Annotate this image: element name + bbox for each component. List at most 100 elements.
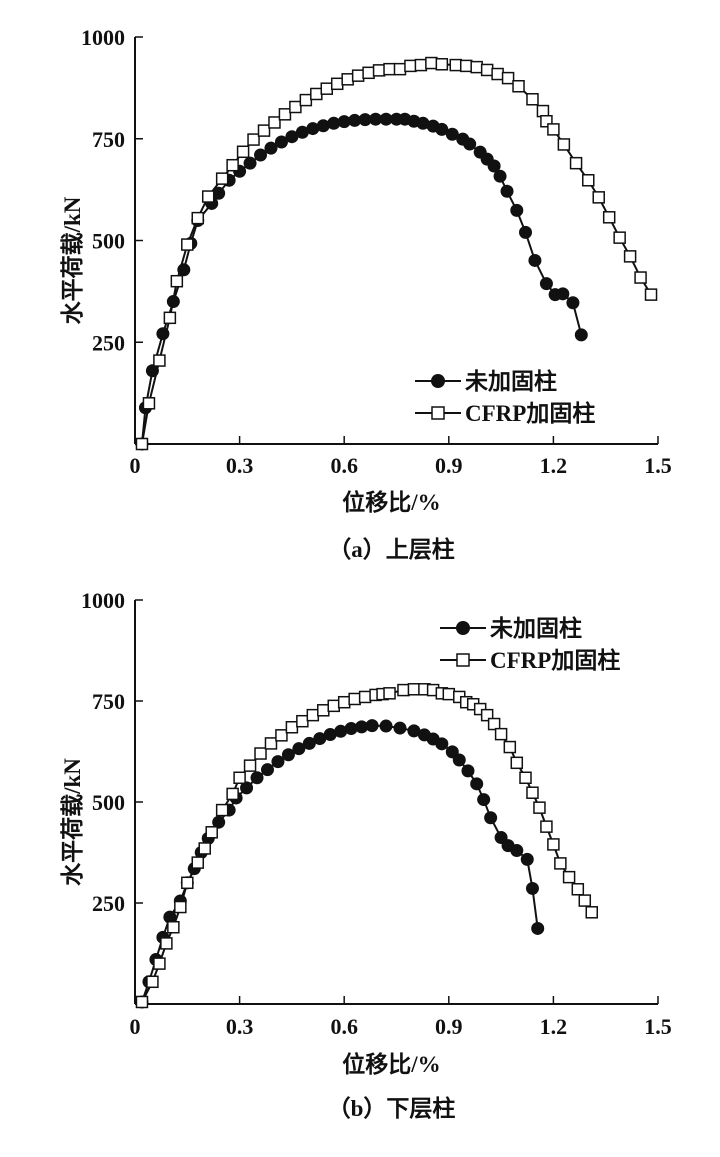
data-point bbox=[623, 250, 637, 263]
data-point bbox=[554, 857, 567, 870]
data-point bbox=[445, 127, 459, 141]
data-point bbox=[243, 759, 257, 772]
data-point bbox=[355, 720, 369, 734]
x-tick-label: 0.6 bbox=[330, 453, 358, 478]
figure-caption: （b）下层柱 bbox=[328, 1095, 456, 1121]
data-point bbox=[181, 876, 194, 890]
data-point bbox=[393, 721, 407, 735]
data-point bbox=[285, 130, 299, 144]
data-point bbox=[254, 747, 267, 760]
data-point bbox=[540, 114, 553, 128]
data-point bbox=[416, 116, 430, 130]
data-point bbox=[191, 211, 205, 225]
legend-marker bbox=[456, 653, 470, 667]
data-point bbox=[480, 63, 494, 77]
data-point bbox=[566, 296, 580, 310]
data-point bbox=[404, 59, 417, 73]
data-point bbox=[491, 67, 504, 81]
data-point bbox=[510, 843, 524, 857]
data-point bbox=[562, 870, 576, 884]
x-tick-label: 1.2 bbox=[540, 453, 568, 478]
data-point bbox=[170, 274, 184, 288]
data-point bbox=[459, 59, 473, 73]
x-tick-label: 0 bbox=[130, 453, 141, 478]
subplot-b: 0 0.3 0.6 0.9 1.2 1.5 250 500 750 1000 位移比/% 水平荷载/k… bbox=[60, 588, 672, 1121]
x-tick-label: 0 bbox=[130, 1014, 141, 1039]
data-point bbox=[233, 771, 246, 785]
y-tick-label: 500 bbox=[92, 229, 125, 254]
data-point bbox=[310, 87, 323, 101]
data-point bbox=[295, 125, 309, 139]
data-point bbox=[201, 190, 215, 203]
x-tick-label: 0.3 bbox=[226, 453, 254, 478]
data-point bbox=[320, 82, 334, 95]
data-point bbox=[215, 172, 229, 185]
data-point bbox=[362, 66, 375, 80]
data-point bbox=[296, 714, 309, 728]
data-point bbox=[163, 311, 177, 325]
data-point bbox=[254, 148, 268, 162]
data-point bbox=[247, 133, 260, 146]
data-point bbox=[358, 690, 372, 704]
data-point bbox=[274, 135, 288, 149]
data-point bbox=[585, 906, 599, 919]
data-point bbox=[531, 921, 545, 935]
data-point bbox=[153, 957, 166, 970]
data-point bbox=[205, 826, 218, 839]
data-point bbox=[191, 856, 205, 869]
x-tick-label: 1.5 bbox=[644, 453, 672, 478]
x-tick-label: 0.9 bbox=[435, 1014, 463, 1039]
data-point bbox=[501, 71, 515, 85]
data-point bbox=[602, 211, 616, 224]
data-point bbox=[520, 852, 534, 866]
data-point bbox=[435, 122, 449, 136]
data-point bbox=[407, 683, 421, 696]
data-point bbox=[500, 184, 514, 198]
data-point bbox=[226, 787, 239, 801]
y-tick-label: 500 bbox=[92, 790, 125, 815]
series-unstrengthened bbox=[135, 112, 588, 451]
data-point bbox=[519, 225, 533, 239]
data-point bbox=[379, 719, 393, 733]
x-tick-label: 0.9 bbox=[435, 453, 463, 478]
data-point bbox=[243, 156, 257, 170]
data-point bbox=[299, 93, 313, 107]
data-point bbox=[582, 174, 595, 187]
data-point bbox=[289, 100, 302, 114]
y-tick-label: 250 bbox=[92, 891, 125, 916]
legend-label: CFRP加固柱 bbox=[465, 401, 595, 426]
data-point bbox=[512, 79, 525, 93]
data-point bbox=[452, 753, 466, 767]
x-axis-title: 位移比/% bbox=[342, 1051, 440, 1077]
data-point bbox=[278, 108, 292, 121]
data-point bbox=[383, 687, 396, 700]
data-point bbox=[174, 900, 187, 914]
data-point bbox=[510, 756, 524, 770]
data-point bbox=[323, 728, 337, 742]
legend-label: CFRP加固柱 bbox=[490, 648, 620, 673]
data-point bbox=[592, 191, 605, 204]
data-point bbox=[644, 288, 658, 301]
figure-caption: （a）上层柱 bbox=[328, 536, 455, 562]
series-cfrp-strengthened bbox=[135, 56, 658, 451]
data-point bbox=[435, 58, 449, 71]
data-point bbox=[442, 687, 456, 701]
data-point bbox=[264, 141, 278, 155]
data-point bbox=[578, 894, 592, 907]
data-point bbox=[533, 801, 546, 814]
data-point bbox=[383, 62, 396, 76]
data-point bbox=[463, 137, 477, 151]
data-point bbox=[393, 62, 407, 76]
data-point bbox=[372, 64, 386, 77]
legend-marker bbox=[456, 621, 470, 635]
series-line bbox=[140, 118, 583, 445]
data-point bbox=[281, 748, 295, 762]
data-point bbox=[519, 771, 532, 785]
data-point bbox=[240, 781, 254, 795]
data-point bbox=[526, 786, 539, 799]
x-tick-label: 1.5 bbox=[644, 1014, 672, 1039]
y-axis-title: 水平荷载/kN bbox=[60, 758, 85, 886]
series-cfrp-strengthened bbox=[135, 683, 599, 1009]
data-point bbox=[539, 277, 553, 291]
